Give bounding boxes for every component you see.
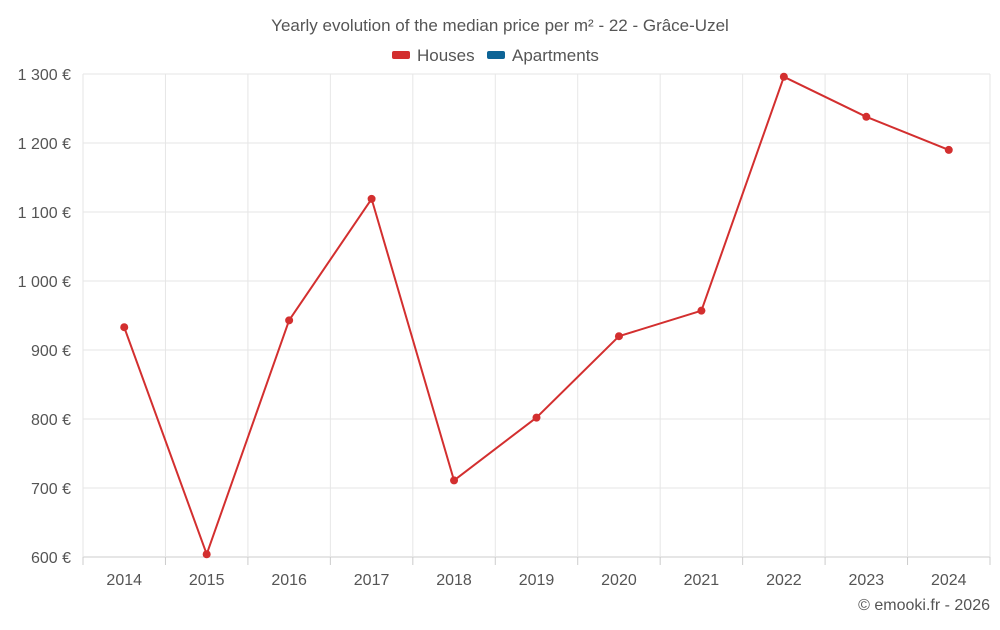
x-gridlines [82,74,991,557]
y-tick-label: 800 € [31,412,71,429]
y-tick-label: 1 100 € [18,205,71,222]
x-axis-ticks: 2014 2015 2016 2017 2018 2019 2020 2021 2022 2023… [82,557,991,589]
legend-label: Houses [417,46,475,65]
x-tick-label: 2015 [189,572,225,589]
x-tick-label: 2014 [106,572,142,589]
data-point-2020[interactable] [614,332,623,341]
y-tick-label: 600 € [31,550,71,567]
data-point-2019[interactable] [532,413,541,422]
y-axis-ticks: 600 € 700 € 800 € 900 € 1 000 € 1 100 € 1 200 … [18,67,71,567]
data-point-2018[interactable] [450,476,459,485]
data-point-2023[interactable] [862,112,871,121]
legend: Houses Apartments [392,46,599,65]
legend-item-apartments[interactable]: Apartments [487,46,599,65]
footer-credit: © emooki.fr - 2026 [858,597,990,614]
x-tick-label: 2024 [931,572,967,589]
legend-item-houses[interactable]: Houses [392,46,475,65]
x-tick-label: 2018 [436,572,472,589]
y-tick-label: 1 200 € [18,136,71,153]
y-tick-label: 900 € [31,343,71,360]
y-tick-label: 1 300 € [18,67,71,84]
y-tick-label: 700 € [31,481,71,498]
y-gridlines [83,73,990,558]
legend-swatch [487,51,505,59]
data-point-2022[interactable] [779,72,788,81]
series-layer [120,72,953,559]
y-tick-label: 1 000 € [18,274,71,291]
x-tick-label: 2022 [766,572,802,589]
data-point-2017[interactable] [367,194,376,203]
data-point-2024[interactable] [944,145,953,154]
legend-label: Apartments [512,46,599,65]
data-point-2016[interactable] [285,316,294,325]
chart-title: Yearly evolution of the median price per… [271,16,729,35]
x-tick-label: 2017 [354,572,390,589]
x-tick-label: 2023 [849,572,885,589]
x-tick-label: 2020 [601,572,637,589]
x-tick-label: 2016 [271,572,307,589]
data-point-2014[interactable] [120,323,129,332]
x-tick-label: 2019 [519,572,555,589]
data-point-2021[interactable] [697,306,706,315]
x-tick-label: 2021 [684,572,720,589]
legend-swatch [392,51,410,59]
series-houses [120,72,953,559]
data-point-2015[interactable] [202,550,211,559]
